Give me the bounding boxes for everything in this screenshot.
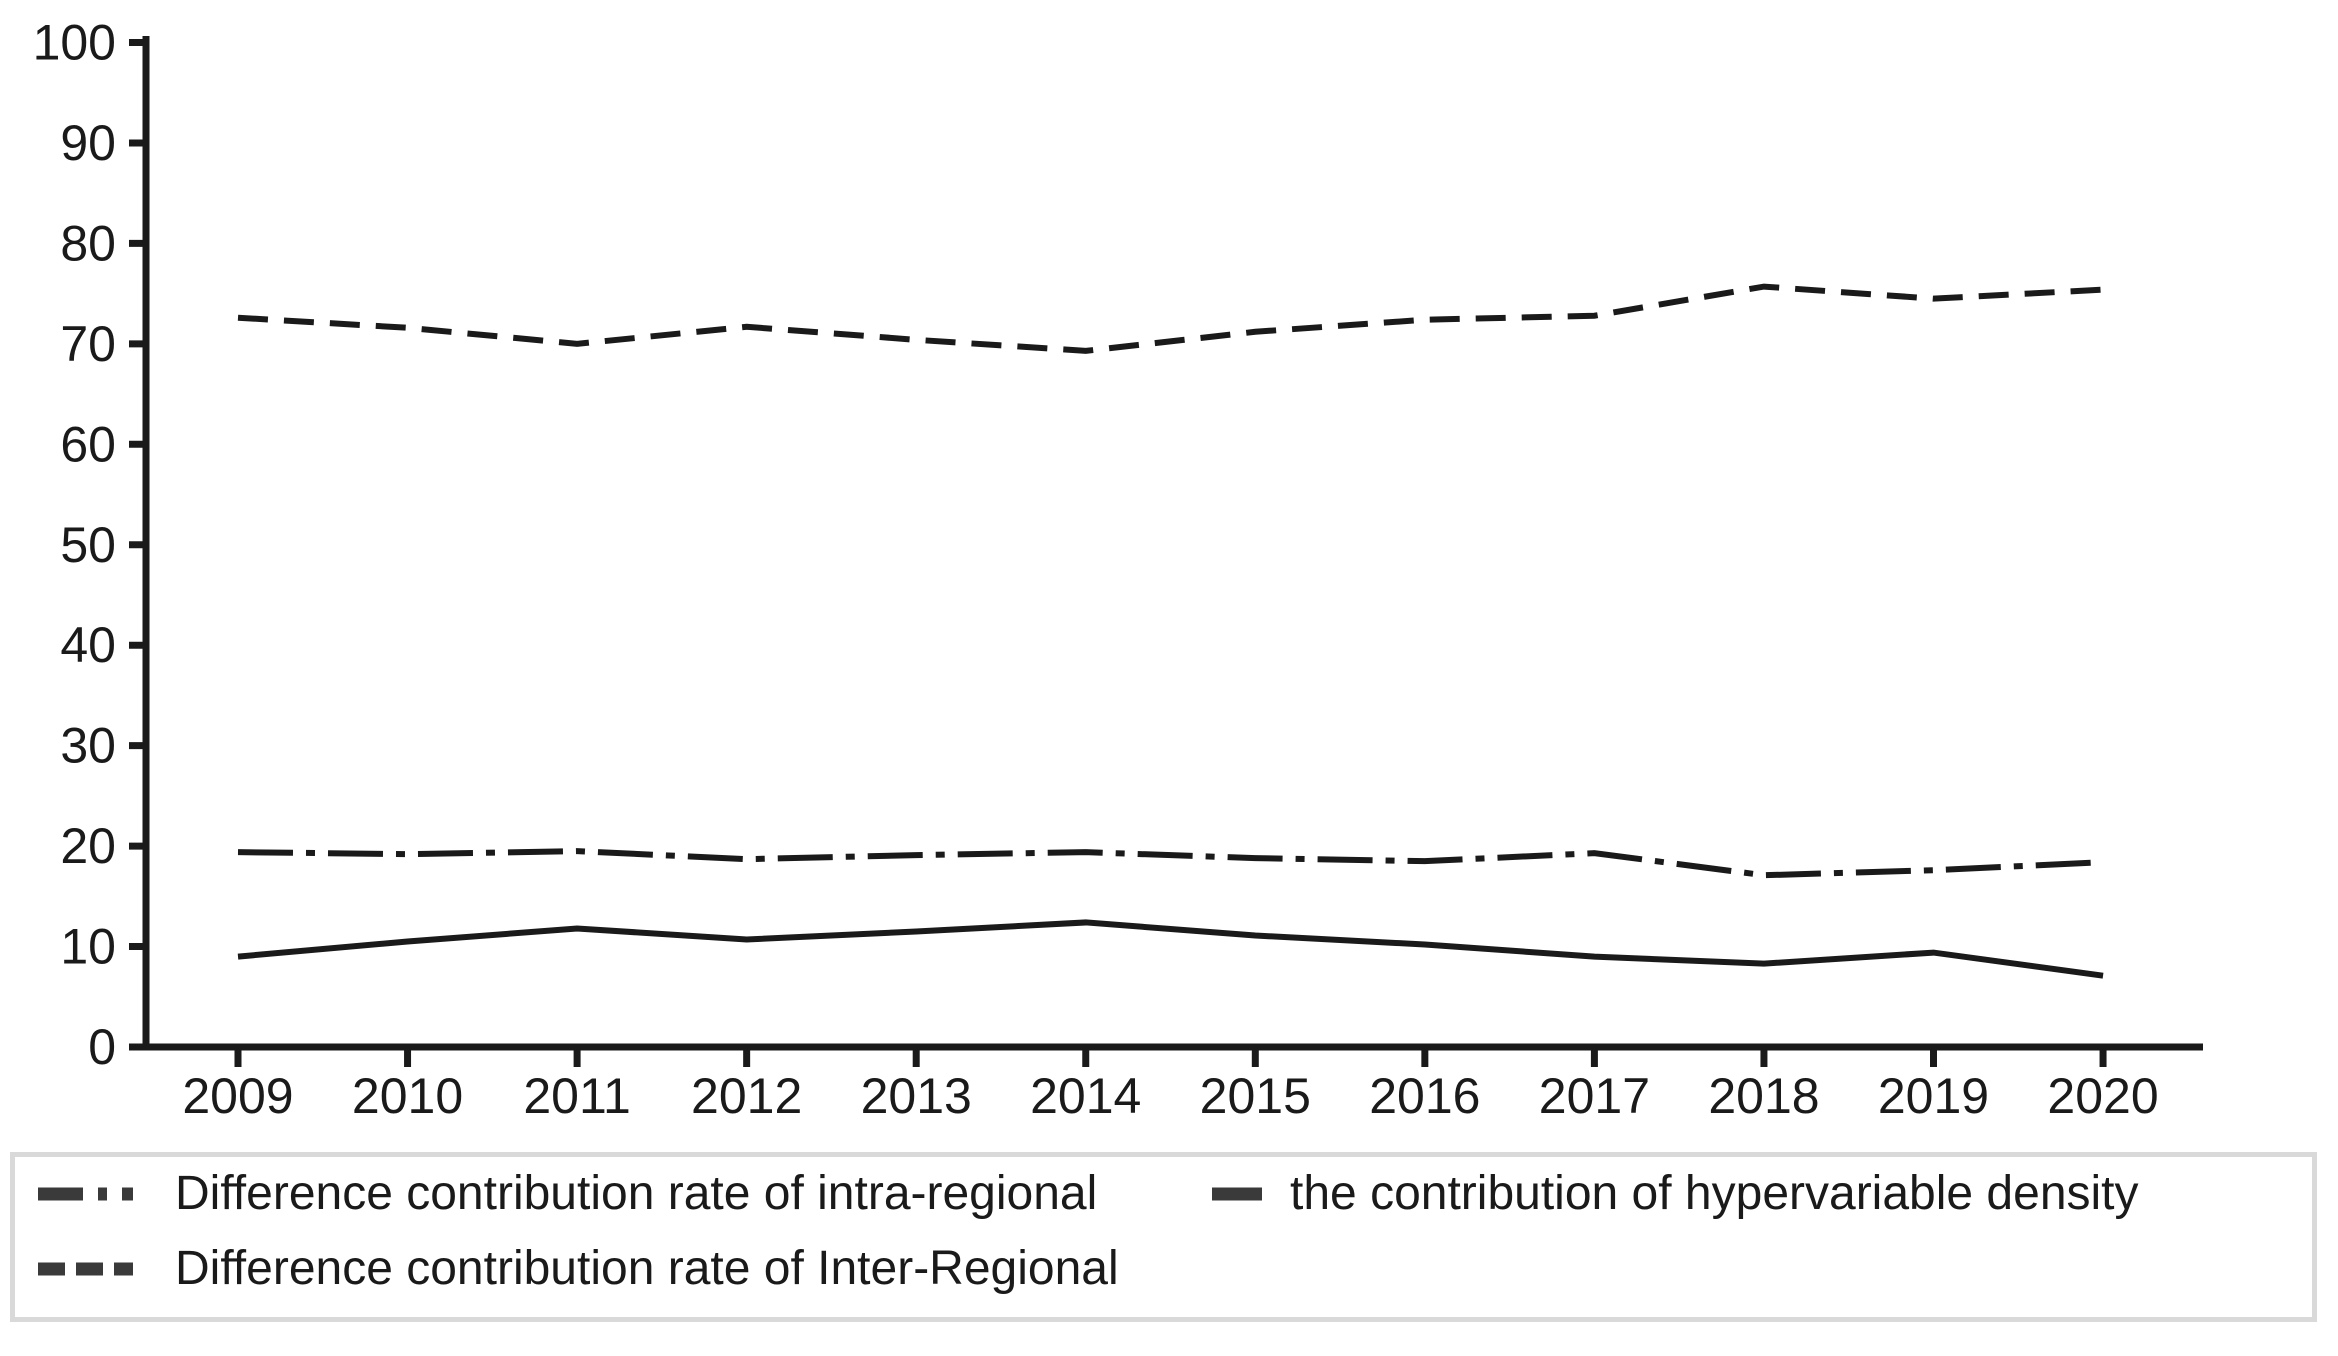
legend-label-hypervariable-density: the contribution of hypervariable densit… xyxy=(1290,1167,2139,1220)
legend-item-intra-regional: Difference contribution rate of intra-re… xyxy=(38,1169,1097,1219)
y-tick-label: 20 xyxy=(60,818,116,874)
x-tick-label: 2015 xyxy=(1200,1068,1311,1124)
y-tick-label: 10 xyxy=(60,919,116,975)
legend-label-inter-regional: Difference contribution rate of Inter-Re… xyxy=(175,1242,1119,1295)
y-tick-label: 30 xyxy=(60,718,116,774)
series-solid-line xyxy=(237,919,2104,979)
x-tick-label: 2011 xyxy=(523,1068,631,1124)
y-tick-label: 70 xyxy=(60,316,116,372)
dash-dot-line-swatch xyxy=(38,1187,133,1201)
x-tick-label: 2009 xyxy=(182,1068,293,1124)
x-tick-label: 2010 xyxy=(352,1068,463,1124)
x-tick-label: 2013 xyxy=(861,1068,972,1124)
x-axis: 2009 2010 2011 2012 2013 2014 2015 2016 2017 2018… xyxy=(142,1043,2203,1124)
y-tick-label: 50 xyxy=(60,517,116,573)
series-dashed-line xyxy=(237,283,2104,354)
y-tick-label: 100 xyxy=(33,15,116,71)
solid-line-swatch xyxy=(1212,1187,1262,1201)
x-tick-label: 2016 xyxy=(1369,1068,1480,1124)
x-tick-label: 2014 xyxy=(1030,1068,1141,1124)
x-tick-label: 2012 xyxy=(691,1068,802,1124)
series-dash-dot-line xyxy=(237,848,2104,879)
legend-box: Difference contribution rate of intra-re… xyxy=(10,1152,2317,1322)
y-tick-label: 0 xyxy=(88,1019,116,1075)
legend-item-inter-regional: Difference contribution rate of Inter-Re… xyxy=(38,1244,1119,1294)
dashed-line-swatch xyxy=(38,1262,133,1276)
x-tick-label: 2019 xyxy=(1878,1068,1989,1124)
x-tick-label: 2020 xyxy=(2047,1068,2158,1124)
legend-item-hypervariable-density: the contribution of hypervariable densit… xyxy=(1212,1169,2139,1219)
x-tick-label: 2018 xyxy=(1708,1068,1819,1124)
y-tick-label: 80 xyxy=(60,215,116,271)
y-axis: 0 10 20 30 40 50 60 70 80 90 100 xyxy=(33,15,150,1075)
y-tick-label: 40 xyxy=(60,617,116,673)
series-lines xyxy=(237,283,2104,979)
x-tick-label: 2017 xyxy=(1539,1068,1650,1124)
legend-label-intra-regional: Difference contribution rate of intra-re… xyxy=(175,1167,1098,1220)
y-tick-label: 60 xyxy=(60,416,116,472)
y-tick-label: 90 xyxy=(60,115,116,171)
